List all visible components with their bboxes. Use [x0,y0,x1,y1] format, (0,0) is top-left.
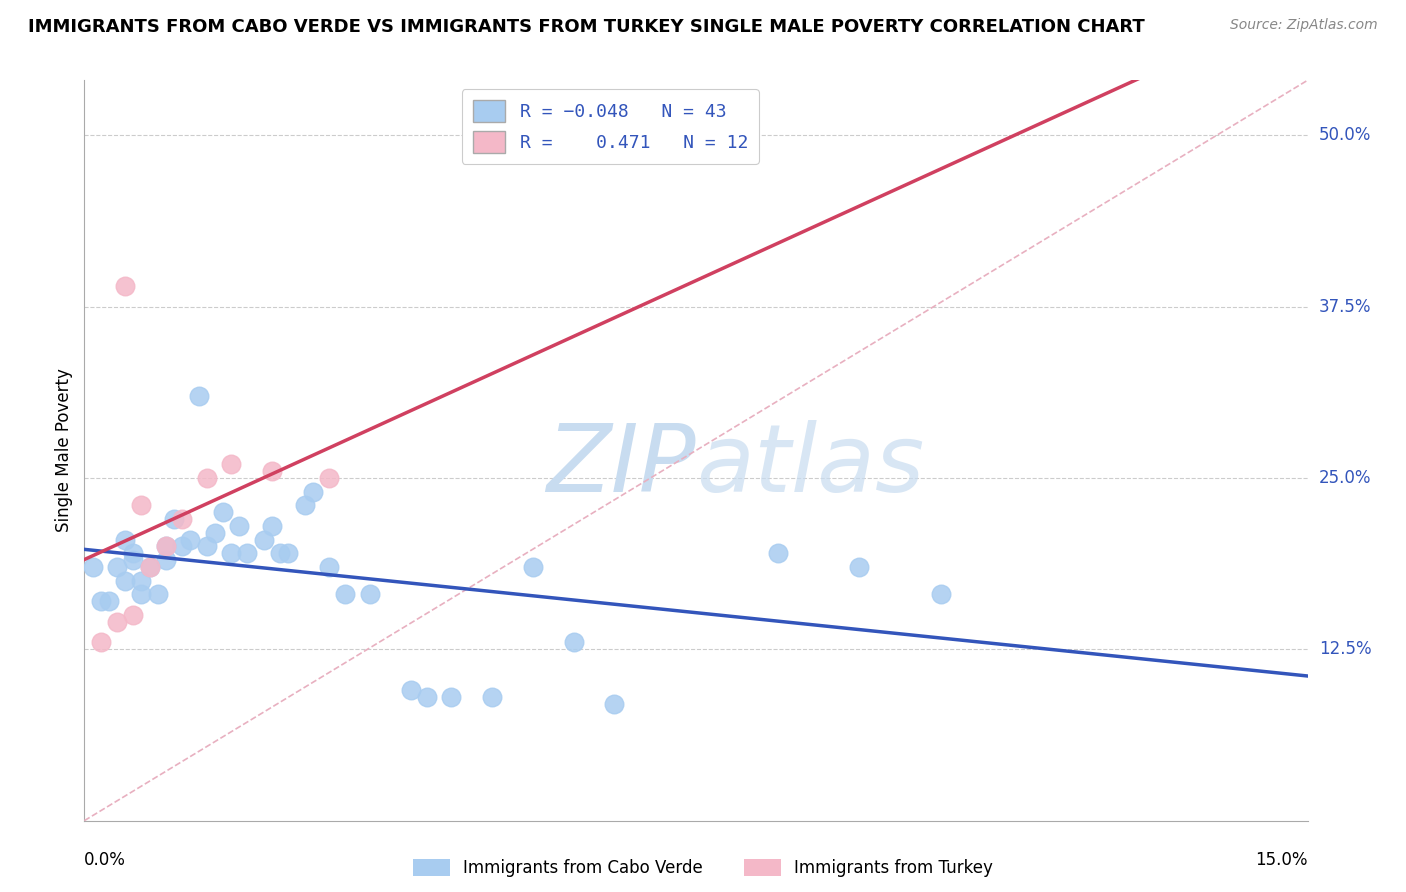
Point [301,484,323,499]
Text: 12.5%: 12.5% [1319,640,1371,658]
Point [522,560,544,574]
Point [122,553,145,567]
Point [122,546,145,560]
Text: atlas: atlas [696,420,924,511]
Point [416,690,439,705]
Point [481,690,503,705]
Point [172,540,194,554]
Point [131,498,153,512]
Point [399,683,422,698]
Legend: Immigrants from Cabo Verde, Immigrants from Turkey: Immigrants from Cabo Verde, Immigrants f… [406,852,1000,884]
Text: Source: ZipAtlas.com: Source: ZipAtlas.com [1230,18,1378,32]
Point [212,505,235,519]
Point [294,498,316,512]
Point [90,594,112,608]
Point [228,519,250,533]
Point [131,574,153,588]
Point [97,594,120,608]
Legend: R = −0.048   N = 43, R =    0.471   N = 12: R = −0.048 N = 43, R = 0.471 N = 12 [461,89,759,164]
Point [260,464,283,478]
Text: 15.0%: 15.0% [1256,851,1308,869]
Text: 0.0%: 0.0% [84,851,127,869]
Point [318,560,340,574]
Point [766,546,789,560]
Y-axis label: Single Male Poverty: Single Male Poverty [55,368,73,533]
Point [155,540,177,554]
Text: ZIP: ZIP [547,420,696,511]
Point [82,560,104,574]
Point [105,615,128,629]
Point [187,389,209,403]
Text: 25.0%: 25.0% [1319,469,1371,487]
Point [359,587,381,601]
Point [90,635,112,649]
Point [219,457,242,471]
Point [155,553,177,567]
Point [236,546,259,560]
Point [277,546,299,560]
Point [562,635,585,649]
Point [163,512,186,526]
Point [138,560,160,574]
Point [848,560,870,574]
Text: IMMIGRANTS FROM CABO VERDE VS IMMIGRANTS FROM TURKEY SINGLE MALE POVERTY CORRELA: IMMIGRANTS FROM CABO VERDE VS IMMIGRANTS… [28,18,1144,36]
Point [335,587,357,601]
Point [318,471,340,485]
Point [105,560,128,574]
Point [146,587,169,601]
Text: 37.5%: 37.5% [1319,298,1371,316]
Point [219,546,242,560]
Text: 50.0%: 50.0% [1319,126,1371,145]
Point [172,512,194,526]
Point [929,587,952,601]
Point [440,690,463,705]
Point [195,471,218,485]
Point [114,279,136,293]
Point [179,533,201,547]
Point [122,607,145,622]
Point [260,519,283,533]
Point [204,525,226,540]
Point [195,540,218,554]
Point [114,574,136,588]
Point [114,533,136,547]
Point [138,560,160,574]
Point [253,533,276,547]
Point [155,540,177,554]
Point [603,697,626,711]
Point [131,587,153,601]
Point [269,546,291,560]
